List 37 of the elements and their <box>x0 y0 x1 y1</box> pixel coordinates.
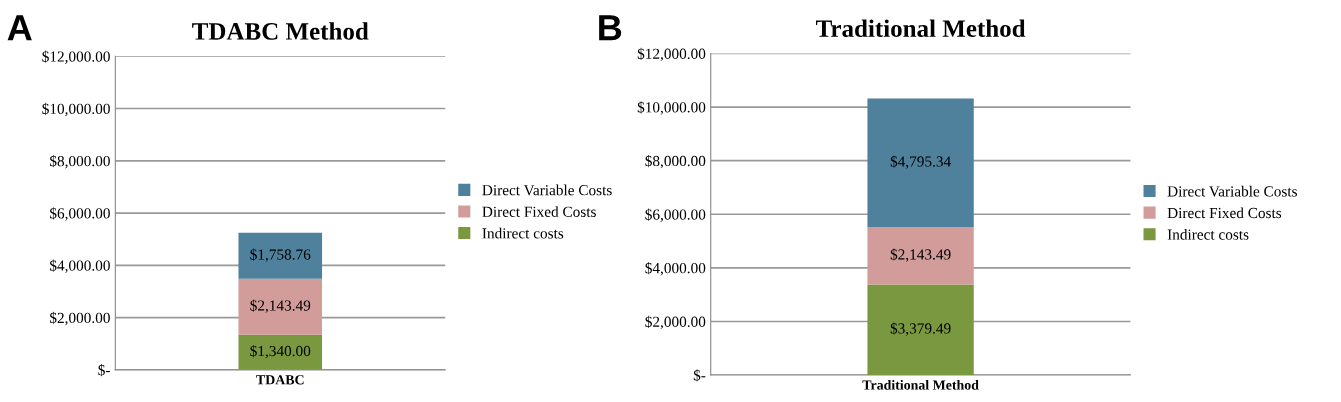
legend-label: Indirect costs <box>482 227 564 239</box>
legend-label: Indirect costs <box>1167 228 1249 240</box>
y-tick-label: $8,000.00 <box>645 154 706 169</box>
y-tick-label: $10,000.00 <box>637 101 706 115</box>
text: Traditional Method <box>862 379 979 390</box>
bar <box>238 232 323 279</box>
bar <box>238 278 323 335</box>
data-label: $4,795.34 <box>890 155 951 169</box>
data-label: $2,143.49 <box>890 248 951 262</box>
text: A <box>7 15 32 41</box>
legend-label: Direct Fixed Costs <box>1167 207 1282 219</box>
data-label: $1,758.76 <box>250 248 311 262</box>
y-tick-label: $10,000.00 <box>42 102 110 117</box>
y-tick-label: $4,000.00 <box>645 262 706 276</box>
legend-label: Direct Variable Costs <box>1167 185 1297 197</box>
y-tick-label: $- <box>693 369 706 382</box>
legend-label: Direct Variable Costs <box>482 184 612 196</box>
y-tick-label: $12,000.00 <box>42 50 110 64</box>
bar <box>238 334 323 370</box>
y-tick-label: $12,000.00 <box>637 47 706 62</box>
y-tick-label: $6,000.00 <box>645 208 706 222</box>
y-tick-label: $4,000.00 <box>50 259 110 273</box>
y-tick-label: $8,000.00 <box>50 155 110 169</box>
bar <box>867 227 974 285</box>
data-label: $2,143.49 <box>250 299 311 313</box>
x-tick-label: TDABC <box>256 375 304 385</box>
y-tick-label: $2,000.00 <box>645 315 706 330</box>
bar <box>867 98 974 228</box>
chart-title: TDABC Method <box>192 22 369 40</box>
data-label: $3,379.49 <box>890 322 951 336</box>
bar <box>867 284 974 376</box>
y-tick-label: $6,000.00 <box>50 207 110 221</box>
data-label: $1,340.00 <box>250 344 311 359</box>
y-tick-label: $2,000.00 <box>50 311 110 326</box>
text: B <box>599 15 622 41</box>
legend-label: Direct Fixed Costs <box>482 206 596 217</box>
y-tick-label: $- <box>98 364 110 377</box>
